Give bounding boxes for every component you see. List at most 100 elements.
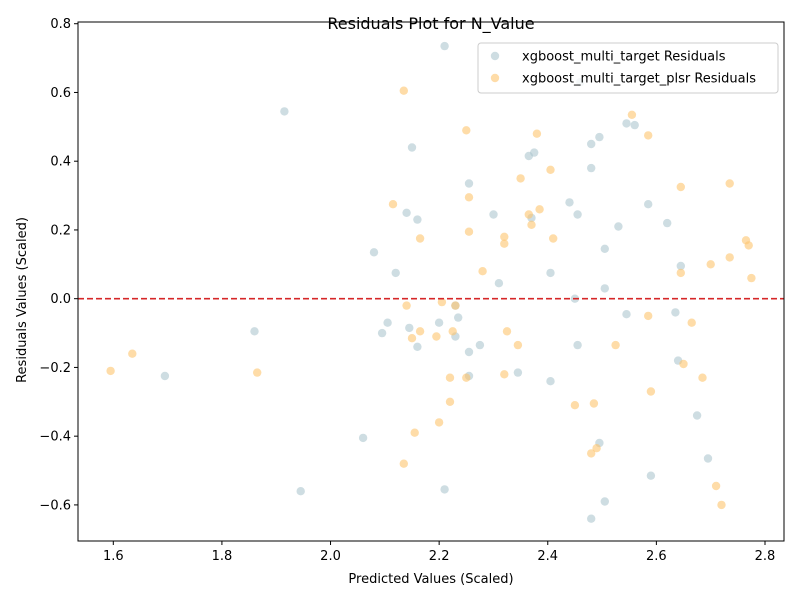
chart-title: Residuals Plot for N_Value (327, 14, 534, 34)
series-2-point-52 (410, 428, 419, 437)
series-1-point-37 (250, 327, 259, 336)
series-2-point-2 (627, 110, 637, 120)
series-2-point-3 (462, 126, 471, 135)
series-2-point-5 (644, 131, 653, 140)
series-2-point-14 (527, 220, 536, 229)
series-1-point-28 (600, 284, 609, 293)
series-2-point-56 (711, 481, 721, 491)
series-2-point-30 (644, 311, 653, 321)
y-tick-label-5: 0.2 (50, 223, 71, 238)
series-1-point-10 (524, 151, 533, 161)
series-1-point-50 (358, 433, 368, 443)
legend: xgboost_multi_target Residuals xgboost_mu… (477, 42, 779, 94)
series-1-point-54 (296, 487, 305, 496)
x-tick-label-6: 2.6 (646, 549, 667, 564)
series-1-point-8 (407, 143, 417, 152)
series-1-point-32 (671, 308, 680, 317)
series-1-point-49 (692, 411, 702, 420)
series-1-point-24 (676, 261, 685, 271)
series-1-point-52 (703, 454, 713, 463)
series-1-point-25 (391, 268, 400, 278)
x-tick-label-3: 2.0 (320, 549, 341, 564)
series-2-point-34 (502, 327, 512, 336)
series-1-point-43 (464, 347, 474, 357)
x-tick-label-2: 1.8 (212, 549, 233, 564)
series-1-point-31 (622, 310, 631, 319)
series-1-point-35 (383, 318, 392, 327)
series-1-point-48 (546, 377, 555, 386)
series-1-point-40 (413, 342, 422, 351)
series-1-point-27 (494, 279, 504, 288)
series-1-point-53 (646, 471, 656, 480)
series-2-point-11 (388, 200, 398, 209)
series-1-point-26 (546, 268, 555, 278)
series-2-point-33 (448, 327, 457, 336)
series-2-point-26 (747, 273, 756, 283)
series-2-point-23 (706, 260, 715, 269)
series-2-point-17 (415, 234, 425, 243)
legend-label-2: xgboost_multi_target_plsr Residuals (522, 72, 756, 87)
legend-marker-1 (490, 51, 500, 61)
x-axis-label: Predicted Values (Scaled) (348, 572, 513, 587)
series-1-point-18 (413, 215, 422, 224)
series-2-point-13 (524, 210, 533, 219)
series-1-point-21 (614, 222, 623, 231)
series-2-point-29 (451, 301, 460, 310)
series-2-point-25 (676, 268, 685, 278)
series-2-point-6 (546, 165, 555, 174)
series-2-point-8 (725, 179, 734, 188)
series-1-point-12 (464, 179, 474, 188)
series-1-point-1 (440, 41, 449, 51)
series-1-point-22 (600, 244, 609, 253)
series-1-point-15 (402, 208, 411, 217)
series-1-point-4 (622, 119, 631, 128)
series-1-point-45 (513, 368, 523, 377)
series-2-point-18 (549, 234, 558, 243)
series-2-points (106, 86, 756, 510)
series-2-point-57 (717, 500, 726, 510)
y-tick-label-7: 0.6 (50, 86, 71, 101)
series-2-point-1 (399, 86, 408, 95)
series-1-point-13 (565, 198, 574, 207)
series-1-point-55 (440, 485, 449, 494)
series-2-point-15 (464, 227, 474, 236)
x-tick-label-1: 1.6 (103, 549, 124, 564)
series-2-point-37 (513, 340, 523, 350)
y-tick-label-4: 0.0 (50, 292, 71, 307)
series-2-point-12 (535, 205, 544, 214)
series-2-point-54 (587, 449, 596, 458)
series-2-point-16 (500, 232, 509, 241)
series-1-point-6 (595, 132, 604, 142)
series-1-point-7 (587, 139, 596, 149)
series-2-point-43 (500, 370, 509, 379)
series-1-point-11 (587, 163, 596, 173)
series-2-point-9 (676, 182, 685, 192)
series-2-point-10 (464, 193, 474, 202)
series-1-point-41 (475, 340, 485, 350)
series-2-point-53 (592, 444, 601, 453)
series-2-point-39 (128, 349, 137, 358)
series-2-point-55 (399, 459, 408, 468)
x-tick-label-7: 2.8 (755, 549, 776, 564)
series-2-point-21 (500, 239, 509, 248)
series-2-point-24 (478, 267, 487, 276)
y-tick-label-8: 0.8 (50, 17, 71, 32)
y-tick-label-3: −0.2 (39, 361, 71, 376)
legend-frame (477, 42, 779, 94)
y-tick-label-2: −0.4 (39, 430, 71, 445)
y-tick-label-6: 0.4 (50, 155, 71, 170)
series-1-point-14 (644, 200, 653, 209)
series-2-point-28 (402, 301, 411, 310)
series-1-point-42 (573, 340, 582, 350)
plot-frame (77, 21, 785, 542)
series-1-point-34 (434, 318, 444, 327)
series-1-point-33 (454, 313, 463, 322)
series-2-point-44 (445, 373, 455, 382)
series-2-point-20 (744, 241, 753, 250)
series-1-points (160, 41, 713, 523)
series-1-point-2 (280, 107, 289, 116)
series-2-point-48 (445, 397, 455, 406)
series-1-point-57 (587, 514, 596, 523)
series-2-point-36 (407, 334, 417, 343)
